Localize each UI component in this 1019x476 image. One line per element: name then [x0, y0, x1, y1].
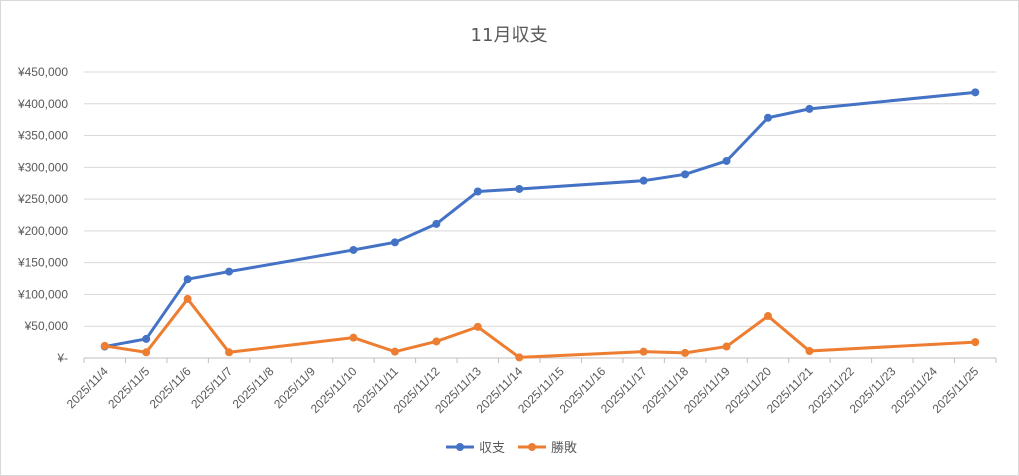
data-point — [142, 348, 151, 357]
data-point — [142, 334, 151, 343]
y-tick-label: ¥450,000 — [17, 65, 68, 79]
legend-marker — [456, 443, 464, 451]
data-point — [764, 113, 772, 122]
y-tick-label: ¥200,000 — [17, 224, 68, 238]
data-point — [349, 245, 358, 254]
data-point — [349, 333, 358, 342]
data-point — [639, 176, 648, 185]
x-tick-label: 2025/11/5 — [105, 364, 152, 411]
data-point — [722, 342, 731, 351]
data-point — [183, 275, 192, 284]
legend-item: 勝敗 — [518, 441, 577, 456]
data-point — [764, 312, 772, 321]
y-tick-label: ¥150,000 — [17, 256, 68, 270]
series-line — [103, 90, 977, 349]
data-point — [681, 348, 690, 357]
data-point — [515, 353, 524, 362]
data-point — [432, 337, 441, 346]
data-point — [225, 267, 234, 276]
x-axis-tick-labels: 2025/11/42025/11/52025/11/62025/11/72025… — [64, 364, 982, 416]
data-point — [100, 341, 109, 350]
legend-marker — [528, 443, 536, 451]
x-tick-label: 2025/11/8 — [230, 364, 277, 411]
chart-title: 11月収支 — [471, 25, 548, 46]
data-point — [805, 347, 814, 356]
y-tick-label: ¥100,000 — [17, 287, 68, 301]
series-layer — [100, 88, 980, 362]
data-point — [183, 294, 192, 303]
legend: 収支 勝敗 — [446, 441, 577, 456]
data-point — [722, 156, 731, 165]
y-tick-label: ¥- — [56, 351, 68, 365]
data-point — [390, 238, 399, 247]
series-2 — [100, 294, 980, 362]
y-tick-label: ¥400,000 — [17, 97, 68, 111]
data-point — [971, 338, 980, 347]
x-tick-label: 2025/11/4 — [64, 364, 111, 411]
y-tick-label: ¥350,000 — [17, 129, 68, 143]
x-tick-label: 2025/11/6 — [147, 364, 194, 411]
legend-item: 収支 — [446, 441, 505, 456]
gridlines — [83, 71, 997, 363]
series-line — [103, 297, 977, 359]
data-point — [805, 104, 814, 113]
legend-label: 収支 — [479, 441, 505, 456]
data-point — [971, 88, 980, 97]
y-tick-label: ¥250,000 — [17, 192, 68, 206]
y-tick-label: ¥50,000 — [24, 319, 69, 333]
data-point — [390, 347, 399, 356]
data-point — [639, 347, 648, 356]
x-tick-label: 2025/11/7 — [188, 364, 235, 411]
data-point — [225, 348, 234, 357]
data-point — [515, 184, 524, 193]
data-point — [473, 322, 482, 331]
series-1 — [100, 88, 980, 351]
y-tick-label: ¥300,000 — [17, 160, 68, 174]
data-point — [473, 187, 482, 196]
legend-label: 勝敗 — [551, 441, 577, 456]
data-point — [432, 219, 441, 228]
y-axis-tick-labels: ¥- ¥50,000 ¥100,000 ¥150,000 ¥200,000 ¥250,00… — [17, 65, 68, 365]
data-point — [681, 170, 690, 179]
